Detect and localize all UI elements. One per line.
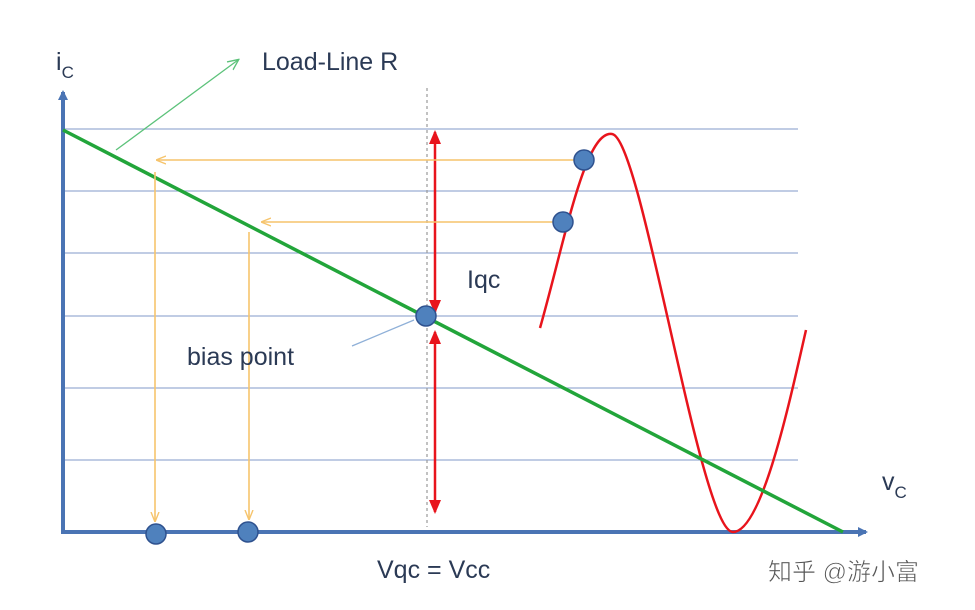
- bias-label: bias point: [187, 343, 294, 371]
- point: [552, 211, 574, 233]
- current-label: Iqc: [467, 266, 500, 294]
- point: [573, 149, 595, 171]
- voltage-label: Vqc = Vcc: [377, 556, 490, 584]
- x-axis-label: vC: [882, 468, 907, 502]
- sine-wave: [538, 132, 808, 534]
- point: [145, 523, 167, 545]
- load-line: [62, 128, 844, 534]
- bias-pointer: [351, 319, 415, 347]
- x-axis-label-sub: C: [895, 483, 907, 502]
- points: [145, 149, 595, 545]
- y-axis-label-main: i: [56, 48, 62, 76]
- point: [237, 521, 259, 543]
- x-axis-label-main: v: [882, 468, 895, 496]
- load-line-pointer: [115, 60, 238, 151]
- bias-point: [415, 305, 437, 327]
- y-axis-label-sub: C: [62, 63, 74, 82]
- y-axis-label: iC: [56, 48, 74, 82]
- load-line-label: Load-Line R: [262, 48, 398, 76]
- projection-arrows: [155, 160, 574, 521]
- watermark: 知乎 @游小富: [768, 559, 919, 586]
